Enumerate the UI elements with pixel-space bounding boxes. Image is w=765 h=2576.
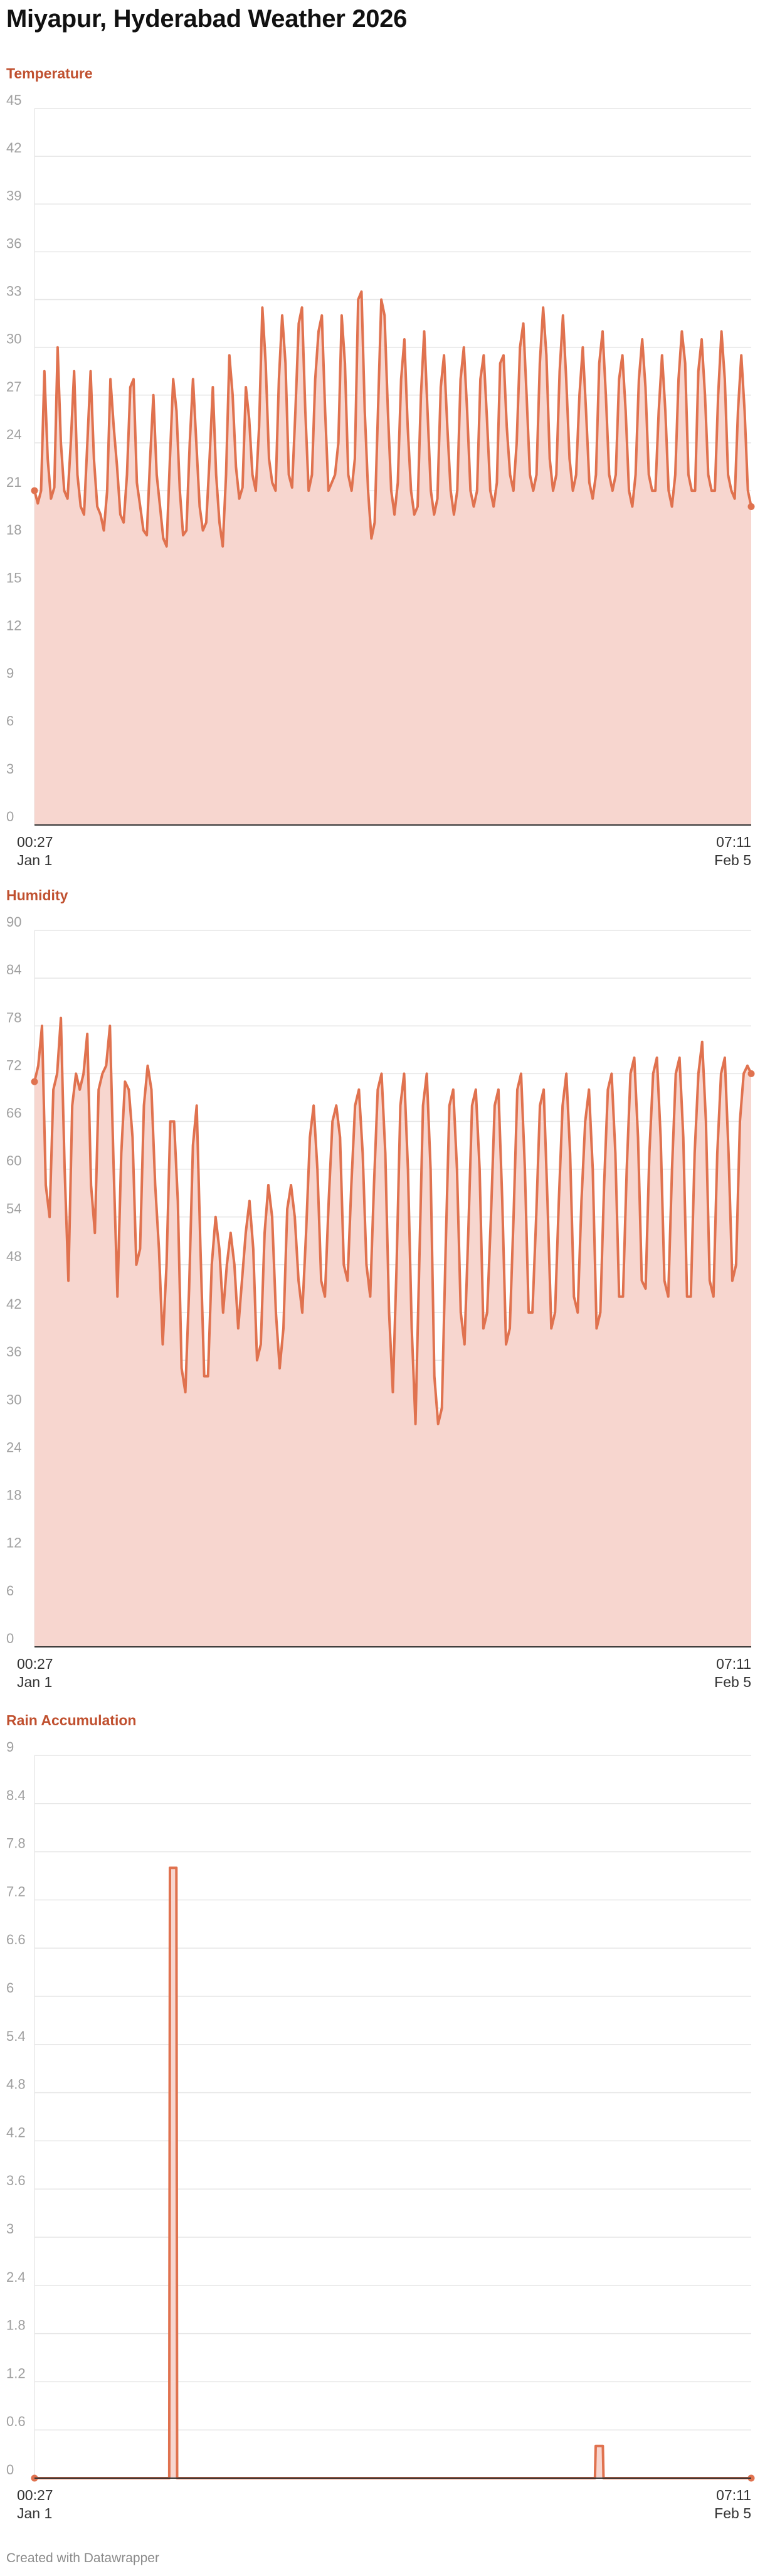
- series-end-point: [747, 503, 755, 510]
- x-tick-label: 07:11: [716, 834, 751, 850]
- y-tick-label: 30: [6, 331, 21, 347]
- chart-title: Rain Accumulation: [6, 1712, 136, 1728]
- x-tick-label: 00:27: [17, 834, 53, 850]
- y-tick-label: 8.4: [6, 1787, 26, 1803]
- y-tick-label: 90: [6, 914, 21, 930]
- x-tick-label: 00:27: [17, 1656, 53, 1672]
- y-tick-label: 0: [6, 809, 14, 824]
- x-tick-label: 07:11: [716, 1656, 751, 1672]
- y-tick-label: 84: [6, 962, 21, 977]
- y-tick-label: 12: [6, 1535, 21, 1551]
- y-tick-label: 5.4: [6, 2028, 26, 2044]
- y-tick-label: 42: [6, 140, 21, 156]
- x-tick-label: 00:27: [17, 2487, 53, 2503]
- temperature-chart: Temperature03691215182124273033363942450…: [6, 65, 755, 868]
- credit-text: Created with Datawrapper: [6, 2551, 159, 2565]
- y-tick-label: 0.6: [6, 2414, 26, 2429]
- x-tick-label: Feb 5: [714, 852, 751, 868]
- y-tick-label: 30: [6, 1392, 21, 1407]
- y-tick-label: 45: [6, 92, 21, 108]
- y-tick-label: 72: [6, 1057, 21, 1073]
- y-tick-label: 24: [6, 427, 21, 442]
- page-title: Miyapur, Hyderabad Weather 2026: [6, 5, 408, 33]
- y-tick-label: 66: [6, 1105, 21, 1121]
- y-tick-label: 60: [6, 1153, 21, 1169]
- y-tick-label: 6: [6, 1583, 14, 1599]
- humidity-chart: Humidity 0 6 12 18 24 30 36 42 48 54 60 66 72 78 84 90 00…: [6, 887, 755, 1690]
- y-tick-label: 4.8: [6, 2077, 26, 2092]
- y-tick-label: 2.4: [6, 2269, 26, 2285]
- y-tick-label: 48: [6, 1248, 21, 1264]
- y-tick-label: 3: [6, 2221, 14, 2237]
- y-tick-label: 6: [6, 713, 14, 729]
- x-tick-label: 07:11: [716, 2487, 751, 2503]
- series-line: [33, 290, 752, 548]
- x-tick-label: Feb 5: [714, 2505, 751, 2521]
- y-tick-label: 3.6: [6, 2173, 26, 2188]
- y-tick-label: 3: [6, 761, 14, 777]
- x-tick-label: Jan 1: [17, 852, 52, 868]
- x-tick-label: Jan 1: [17, 1674, 52, 1690]
- series-line: [33, 1016, 752, 1425]
- y-tick-label: 15: [6, 570, 21, 585]
- y-tick-label: 36: [6, 235, 21, 251]
- chart-title: Humidity: [6, 887, 68, 903]
- y-tick-label: 24: [6, 1439, 21, 1455]
- y-tick-label: 0: [6, 2462, 14, 2478]
- y-tick-label: 27: [6, 379, 21, 395]
- y-tick-label: 12: [6, 617, 21, 633]
- y-tick-label: 42: [6, 1296, 21, 1312]
- series-start-point: [31, 1078, 38, 1085]
- series-area: [34, 1868, 751, 2478]
- y-tick-label: 18: [6, 522, 21, 538]
- y-tick-label: 33: [6, 284, 21, 299]
- chart-title: Temperature: [6, 65, 93, 82]
- series-start-point: [31, 487, 38, 494]
- x-tick-label: Feb 5: [714, 1674, 751, 1690]
- y-tick-label: 36: [6, 1344, 21, 1360]
- y-tick-label: 7.8: [6, 1836, 26, 1851]
- x-tick-label: Jan 1: [17, 2505, 52, 2521]
- y-tick-label: 21: [6, 474, 21, 490]
- y-tick-label: 78: [6, 1009, 21, 1025]
- y-tick-label: 54: [6, 1201, 21, 1216]
- y-tick-label: 9: [6, 666, 14, 681]
- series-area: [34, 1018, 751, 1647]
- y-tick-label: 6: [6, 1980, 14, 1996]
- y-tick-label: 6.6: [6, 1932, 26, 1947]
- y-tick-label: 18: [6, 1488, 21, 1503]
- y-tick-label: 39: [6, 188, 21, 203]
- y-tick-label: 1.2: [6, 2365, 26, 2381]
- y-tick-label: 9: [6, 1739, 14, 1755]
- y-tick-label: 7.2: [6, 1883, 26, 1899]
- y-tick-label: 4.2: [6, 2124, 26, 2140]
- series-end-point: [747, 1070, 755, 1077]
- y-tick-label: 1.8: [6, 2318, 26, 2333]
- series-line: [34, 1866, 751, 2479]
- y-tick-label: 0: [6, 1631, 14, 1646]
- rain-accumulation-chart: Rain Accumulation 0 0.6 1.2 1.8 2.4 3 3.6 4.2 4.8…: [6, 1712, 755, 2521]
